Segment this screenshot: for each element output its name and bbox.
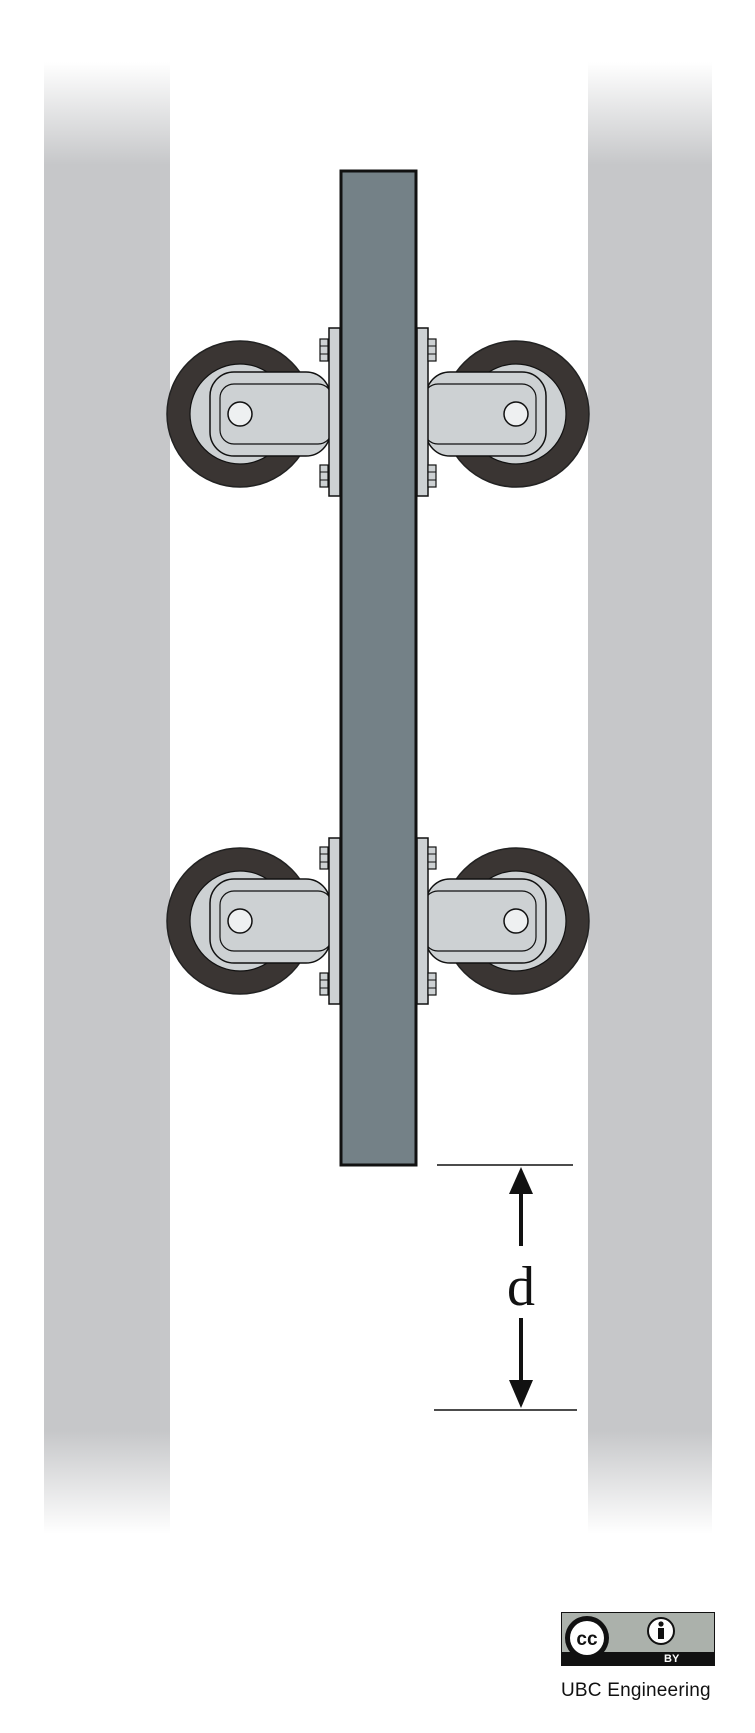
dimension-label: d xyxy=(507,1256,535,1318)
cc-by-badge: cc xyxy=(561,1612,715,1666)
lower-left-plate xyxy=(328,837,341,1005)
bolt xyxy=(319,338,329,362)
bolt xyxy=(427,338,437,362)
license-block: cc BY UBC Engineering xyxy=(561,1612,721,1722)
upper-left-wheel xyxy=(166,340,333,488)
person-attribution-icon xyxy=(647,1617,675,1645)
dimension-d: d xyxy=(434,1164,577,1411)
upper-right-wheel xyxy=(423,340,590,488)
arrow-down-icon xyxy=(509,1380,533,1408)
bolt xyxy=(319,846,329,870)
lower-left-wheel xyxy=(166,847,333,995)
upper-right-plate xyxy=(416,327,429,497)
upper-left-plate xyxy=(328,327,341,497)
bolt xyxy=(427,846,437,870)
bolt xyxy=(319,464,329,488)
vertical-beam xyxy=(339,169,418,1167)
credit-text: UBC Engineering xyxy=(561,1680,711,1701)
bolt xyxy=(427,464,437,488)
bolt xyxy=(427,972,437,996)
left-rail xyxy=(44,62,170,1534)
lower-right-plate xyxy=(416,837,429,1005)
cc-by-label: BY xyxy=(664,1653,680,1665)
svg-text:cc: cc xyxy=(576,1629,598,1650)
lower-right-wheel xyxy=(423,847,590,995)
creative-commons-icon: cc xyxy=(565,1616,609,1660)
right-rail xyxy=(588,62,712,1534)
bolt xyxy=(319,972,329,996)
arrow-up-icon xyxy=(509,1167,533,1194)
